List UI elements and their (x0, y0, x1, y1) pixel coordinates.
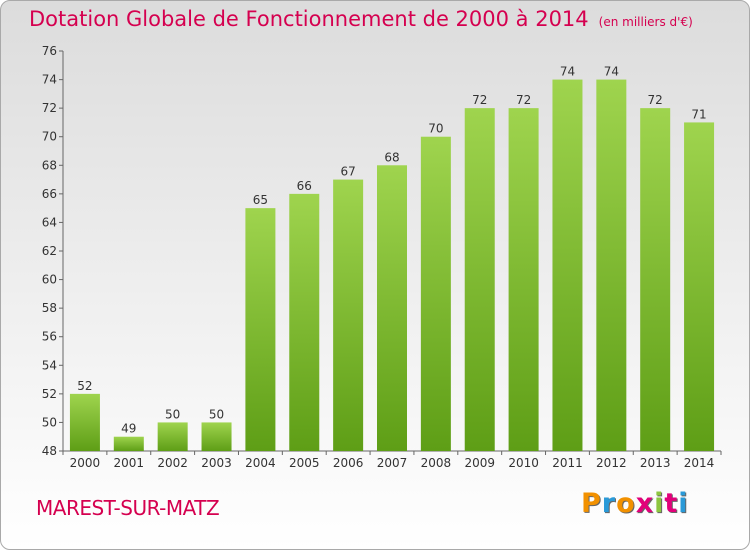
y-tick-label: 64 (42, 215, 57, 229)
x-tick-label: 2008 (421, 456, 452, 470)
y-tick-label: 66 (42, 187, 57, 201)
x-tick-label: 2002 (157, 456, 188, 470)
logo-letter: i (654, 488, 665, 519)
bar (464, 108, 495, 452)
place-name: MAREST-SUR-MATZ (36, 496, 220, 520)
data-label: 65 (253, 193, 268, 207)
x-tick-label: 2013 (640, 456, 671, 470)
y-tick-label: 62 (42, 244, 57, 258)
bar (684, 122, 715, 451)
x-tick-label: 2014 (684, 456, 715, 470)
y-tick-label: 56 (42, 330, 57, 344)
y-tick-label: 68 (42, 158, 57, 172)
chart-title-text: Dotation Globale de Fonctionnement de 20… (29, 7, 589, 31)
bar (596, 79, 627, 452)
data-label: 74 (560, 65, 575, 79)
data-label: 50 (165, 407, 180, 421)
y-tick-label: 74 (42, 73, 57, 87)
chart-axes: 48 50 52 54 56 58 60 62 64 66 68 70 72 74 76 2000 2001 20… (42, 44, 722, 470)
y-tick-label: 70 (42, 130, 57, 144)
bar (289, 193, 320, 451)
data-label: 71 (691, 107, 706, 121)
data-label: 72 (516, 93, 531, 107)
chart-bars (69, 79, 715, 452)
bar (245, 208, 276, 451)
data-label: 70 (428, 122, 443, 136)
y-tick-label: 50 (42, 415, 57, 429)
y-tick-label: 52 (42, 387, 57, 401)
data-label: 68 (384, 150, 399, 164)
x-tick-label: 2001 (114, 456, 145, 470)
logo-letter: x (635, 488, 655, 519)
x-tick-label: 2007 (377, 456, 408, 470)
data-label: 67 (340, 165, 355, 179)
bar (201, 422, 232, 451)
bar (69, 393, 100, 451)
logo-letter: P (581, 488, 602, 519)
bar (508, 108, 539, 452)
y-tick-label: 48 (42, 444, 57, 458)
x-tick-label: 2000 (70, 456, 101, 470)
proxiti-logo: Proxiti (581, 488, 689, 519)
x-tick-label: 2011 (552, 456, 583, 470)
x-tick-label: 2003 (201, 456, 232, 470)
bar (157, 422, 188, 451)
data-label: 52 (77, 379, 92, 393)
data-label: 50 (209, 407, 224, 421)
data-label: 49 (121, 422, 136, 436)
logo-letter: o (616, 488, 636, 519)
chart-unit-note: (en milliers d'€) (598, 15, 693, 29)
x-tick-label: 2006 (333, 456, 364, 470)
data-label: 72 (648, 93, 663, 107)
y-tick-label: 72 (42, 101, 57, 115)
data-label: 66 (297, 179, 312, 193)
y-tick-label: 58 (42, 301, 57, 315)
bar (377, 165, 407, 452)
bar (640, 108, 671, 452)
bar (113, 436, 144, 451)
x-tick-label: 2012 (596, 456, 627, 470)
bar (333, 179, 364, 452)
x-tick-label: 2005 (289, 456, 320, 470)
y-tick-label: 76 (42, 44, 57, 58)
data-label: 74 (604, 65, 619, 79)
bar (552, 79, 583, 452)
logo-letter: t (664, 488, 679, 519)
x-tick-label: 2010 (508, 456, 539, 470)
bar (420, 136, 451, 451)
data-label: 72 (472, 93, 487, 107)
chart-title: Dotation Globale de Fonctionnement de 20… (29, 7, 693, 31)
x-tick-label: 2004 (245, 456, 276, 470)
logo-letter: i (678, 488, 689, 519)
y-tick-label: 54 (42, 358, 57, 372)
y-tick-label: 60 (42, 273, 57, 287)
x-tick-label: 2009 (464, 456, 495, 470)
logo-letter: r (601, 488, 617, 519)
chart-data-labels: 52 49 50 50 65 66 67 68 70 72 72 74 74 72 71 (77, 65, 706, 436)
